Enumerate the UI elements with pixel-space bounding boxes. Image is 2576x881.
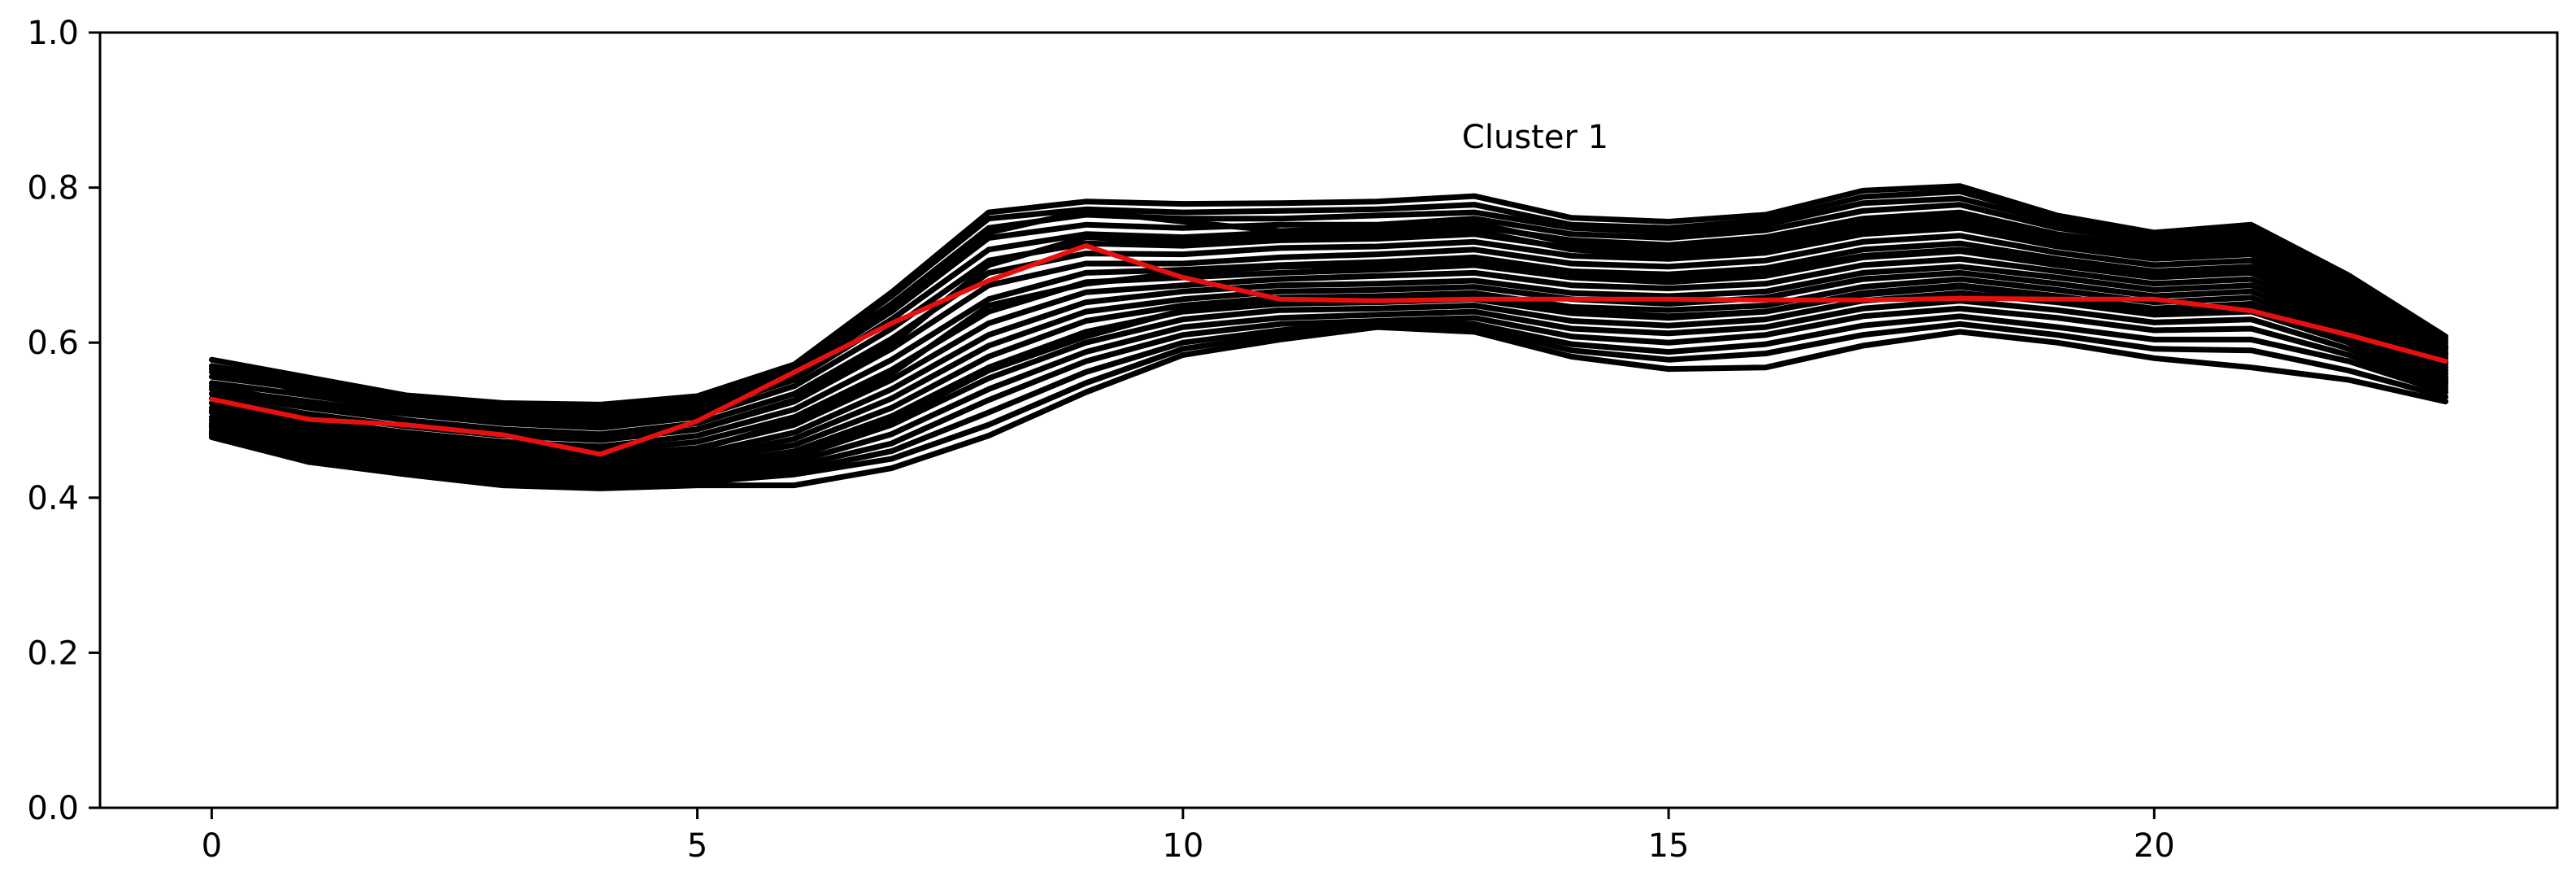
member-series-line [208, 221, 2449, 442]
y-tick-label: 0.0 [27, 790, 79, 827]
axis-layer: 0 5 10 15 20 0.0 0.2 0.4 0.6 0.8 1.0 [27, 15, 2174, 865]
member-series-line [208, 195, 2449, 414]
member-series-line [208, 209, 2449, 425]
member-series-line [208, 246, 2449, 462]
plot-frame [98, 31, 2559, 809]
chart-title: Cluster 1 [1462, 119, 1608, 156]
member-series-line [208, 321, 2449, 489]
y-tick-label: 0.2 [27, 635, 79, 672]
y-tick-label: 1.0 [27, 15, 79, 52]
member-series-line [208, 207, 2449, 428]
centroid-series-line [209, 243, 2448, 457]
x-tick-label: 20 [2134, 827, 2175, 865]
y-tick-label: 0.8 [27, 170, 79, 207]
member-series-line [208, 276, 2449, 470]
series-layer [208, 183, 2449, 491]
member-series-line [208, 269, 2449, 467]
member-series-line [208, 324, 2449, 491]
y-tick-label: 0.4 [27, 480, 79, 517]
member-series-line [208, 188, 2449, 411]
x-tick-label: 15 [1648, 827, 1690, 865]
x-tick-label: 5 [687, 827, 707, 865]
x-tick-label: 0 [202, 827, 222, 865]
member-series-line [208, 183, 2449, 408]
y-tick-label: 0.6 [27, 325, 79, 362]
member-series-line [208, 313, 2449, 486]
member-series-line [208, 305, 2449, 482]
member-series-line [208, 217, 2449, 431]
member-series-line [208, 225, 2449, 438]
member-series-line [208, 202, 2449, 420]
x-tick-label: 10 [1162, 827, 1203, 865]
